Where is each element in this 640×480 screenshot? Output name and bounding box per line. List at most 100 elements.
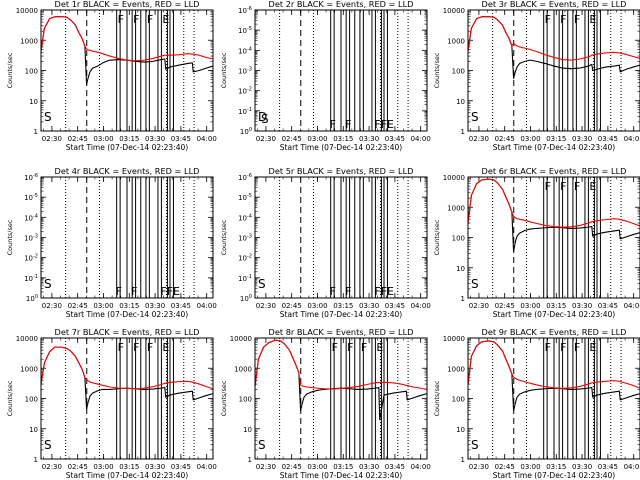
series-group — [467, 16, 640, 79]
flare-marker: FFE — [374, 285, 394, 298]
x-axis-label: Start Time (07-Dec-14 02:23:40) — [493, 143, 615, 152]
start-marker: D — [258, 110, 267, 124]
panel-det-1: Det 1r BLACK = Events, RED = LLD Start Ti… — [6, 0, 217, 152]
flare-marker: F — [347, 341, 353, 354]
x-axis-label: Start Time (07-Dec-14 02:23:40) — [66, 471, 188, 480]
x-tick-label: 03:15 — [333, 463, 353, 471]
x-tick-label: 03:15 — [119, 302, 139, 310]
y-tick-label: 10-2 — [238, 87, 252, 96]
x-tick-label: 04:00 — [197, 302, 217, 310]
flare-marker: E — [376, 341, 383, 354]
y-axis-label: Counts/sec — [220, 380, 228, 416]
plot-frame — [254, 337, 428, 460]
x-tick-label: 03:15 — [546, 135, 566, 143]
y-tick-label: 100 — [25, 68, 38, 76]
flare-marker: F — [332, 341, 338, 354]
series-line-lld — [467, 340, 640, 389]
y-tick-label: 100 — [25, 396, 38, 404]
y-axis-label: Counts/sec — [6, 52, 14, 88]
x-tick-label: 03:30 — [145, 463, 165, 471]
y-tick-label: 100 — [26, 294, 38, 303]
y-tick-label: 10-1 — [238, 274, 252, 283]
y-tick-label: 10-3 — [24, 234, 38, 243]
y-tick-label: 100 — [452, 396, 465, 404]
x-tick-label: 02:30 — [256, 135, 276, 143]
series-line-lld — [467, 178, 640, 228]
x-tick-label: 02:45 — [495, 302, 515, 310]
panel-title: Det 2r BLACK = Events, RED = LLD — [269, 0, 414, 9]
x-tick-label: 04:00 — [197, 135, 217, 143]
y-tick-label: 1000 — [447, 37, 465, 45]
x-tick-label: 02:30 — [42, 135, 62, 143]
x-axis-label: Start Time (07-Dec-14 02:23:40) — [280, 143, 402, 152]
flare-marker: F — [131, 285, 137, 298]
x-tick-label: 03:45 — [385, 135, 405, 143]
x-tick-label: 04:00 — [624, 135, 640, 143]
x-tick-label: 03:45 — [385, 302, 405, 310]
flare-marker: F — [147, 341, 153, 354]
panel-det-4: Det 4r BLACK = Events, RED = LLD Start Ti… — [6, 166, 217, 319]
y-tick-label: 100 — [452, 235, 465, 243]
flare-marker: F — [330, 118, 336, 131]
x-tick-label: 02:45 — [68, 135, 88, 143]
y-tick-label: 10000 — [16, 7, 38, 15]
start-marker: S — [44, 277, 52, 291]
x-tick-label: 02:30 — [256, 302, 276, 310]
start-marker: S — [471, 277, 479, 291]
x-tick-label: 03:30 — [359, 135, 379, 143]
plot-frame — [254, 9, 428, 132]
flare-marker: F — [133, 13, 139, 26]
x-tick-label: 03:30 — [145, 302, 165, 310]
series-group — [40, 16, 214, 85]
x-tick-label: 04:00 — [197, 463, 217, 471]
x-tick-label: 04:00 — [411, 463, 431, 471]
x-tick-label: 03:00 — [307, 135, 327, 143]
series-line-lld — [467, 16, 640, 61]
y-tick-label: 10-3 — [238, 67, 252, 76]
flare-marker: E — [589, 180, 596, 193]
y-axis-label: Counts/sec — [433, 219, 441, 255]
panel-title: Det 9r BLACK = Events, RED = LLD — [482, 327, 627, 337]
y-tick-label: 1000 — [234, 365, 252, 373]
x-tick-label: 03:30 — [572, 302, 592, 310]
flare-marker: F — [147, 13, 153, 26]
x-tick-label: 03:45 — [171, 302, 191, 310]
x-tick-label: 03:00 — [520, 302, 540, 310]
y-tick-label: 10-6 — [238, 6, 252, 15]
y-tick-label: 100 — [452, 68, 465, 76]
panel-det-5: Det 5r BLACK = Events, RED = LLD Start Ti… — [220, 166, 431, 319]
x-tick-label: 03:45 — [171, 463, 191, 471]
panel-det-3: Det 3r BLACK = Events, RED = LLD Start Ti… — [433, 0, 640, 152]
flare-marker: F — [116, 285, 122, 298]
x-tick-label: 03:30 — [145, 135, 165, 143]
plot-frame — [467, 176, 640, 299]
start-marker: S — [258, 277, 266, 291]
flare-marker: F — [361, 341, 367, 354]
flare-marker: F — [545, 180, 551, 193]
panel-det-2: Det 2r BLACK = Events, RED = LLD Start Ti… — [220, 0, 431, 152]
x-tick-label: 03:30 — [359, 302, 379, 310]
panel-det-7: Det 7r BLACK = Events, RED = LLD Start Ti… — [6, 327, 217, 480]
y-tick-label: 1 — [461, 295, 465, 303]
series-group — [254, 339, 428, 421]
flare-marker: F — [545, 341, 551, 354]
flare-marker: F — [560, 13, 566, 26]
x-tick-label: 03:15 — [119, 135, 139, 143]
y-tick-label: 100 — [239, 396, 252, 404]
y-tick-label: 10-5 — [238, 193, 252, 202]
panel-det-6: Det 6r BLACK = Events, RED = LLD Start Ti… — [433, 166, 640, 319]
flare-marker: E — [162, 13, 169, 26]
x-tick-label: 04:00 — [624, 463, 640, 471]
flare-marker: F — [118, 13, 124, 26]
y-tick-label: 10-6 — [238, 173, 252, 182]
flare-marker: FFE — [374, 118, 394, 131]
y-tick-label: 10-2 — [238, 254, 252, 263]
x-tick-label: 03:00 — [520, 463, 540, 471]
flare-marker: F — [560, 341, 566, 354]
flare-marker: F — [330, 285, 336, 298]
flare-marker: F — [560, 180, 566, 193]
y-tick-label: 100 — [240, 294, 252, 303]
x-tick-label: 02:45 — [495, 463, 515, 471]
flare-marker: F — [118, 341, 124, 354]
x-tick-label: 02:30 — [42, 302, 62, 310]
